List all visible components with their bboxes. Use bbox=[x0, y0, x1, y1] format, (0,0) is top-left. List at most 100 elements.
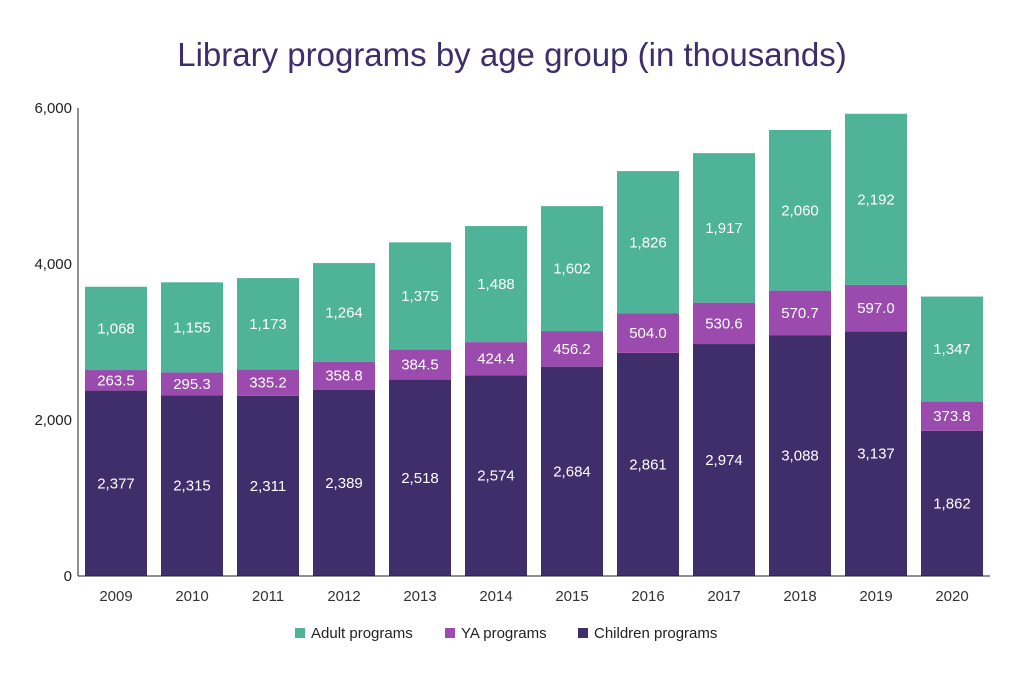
bar-segment bbox=[921, 401, 983, 431]
x-tick-label: 2011 bbox=[252, 588, 284, 605]
legend-label: YA programs bbox=[461, 625, 547, 642]
x-axis: 2009 2010 2011 2012 2013 2014 2015 2016 2017 2018… bbox=[78, 575, 990, 605]
bar-segment bbox=[845, 284, 907, 332]
legend-item: Adult programs bbox=[295, 625, 413, 642]
bar-segment bbox=[85, 370, 147, 391]
legend-item: Children programs bbox=[578, 625, 717, 642]
bar-segment bbox=[85, 286, 147, 371]
data-label: 2,060 bbox=[781, 202, 819, 219]
data-label: 1,173 bbox=[249, 316, 287, 333]
x-tick-label: 2020 bbox=[935, 588, 968, 605]
data-label: 263.5 bbox=[97, 372, 135, 389]
bar-segment bbox=[617, 171, 679, 314]
data-label: 1,347 bbox=[933, 341, 971, 358]
x-tick-label: 2010 bbox=[175, 588, 208, 605]
bar-segment bbox=[921, 296, 983, 402]
bar-segment bbox=[389, 349, 451, 380]
data-label: 2,574 bbox=[477, 468, 515, 485]
data-label: 1,068 bbox=[97, 320, 135, 337]
bar-segment bbox=[465, 226, 527, 343]
bar-segment bbox=[769, 290, 831, 336]
data-label: 3,088 bbox=[781, 448, 819, 465]
data-label: 2,315 bbox=[173, 478, 211, 495]
x-tick-label: 2019 bbox=[859, 588, 892, 605]
data-label: 570.7 bbox=[781, 305, 819, 322]
data-label: 2,974 bbox=[705, 452, 743, 469]
bar-segment bbox=[617, 313, 679, 353]
data-label: 456.2 bbox=[553, 341, 591, 358]
data-label: 2,684 bbox=[553, 463, 591, 480]
bar-segment bbox=[389, 242, 451, 350]
bar-segment bbox=[465, 375, 527, 576]
bar-segment bbox=[769, 129, 831, 291]
bar-segment bbox=[389, 379, 451, 576]
data-label: 1,375 bbox=[401, 288, 439, 305]
x-tick-label: 2016 bbox=[631, 588, 664, 605]
bars-group bbox=[85, 113, 983, 576]
bar-segment bbox=[769, 335, 831, 576]
bar-segment bbox=[465, 342, 527, 376]
x-tick-label: 2015 bbox=[555, 588, 588, 605]
y-tick-label: 2,000 bbox=[34, 412, 72, 429]
bar-segment bbox=[237, 395, 299, 576]
data-label: 1,917 bbox=[705, 220, 743, 237]
bar-segment bbox=[237, 278, 299, 370]
data-label: 3,137 bbox=[857, 446, 895, 463]
bar-segment bbox=[921, 430, 983, 576]
bar-segment bbox=[845, 113, 907, 285]
data-label: 424.4 bbox=[477, 351, 515, 368]
data-label: 597.0 bbox=[857, 300, 895, 317]
x-tick-label: 2013 bbox=[403, 588, 436, 605]
data-label: 2,377 bbox=[97, 475, 135, 492]
data-label: 2,861 bbox=[629, 456, 667, 473]
bar-segment bbox=[541, 366, 603, 576]
data-label: 358.8 bbox=[325, 368, 363, 385]
bar-segment bbox=[161, 372, 223, 396]
data-label: 1,264 bbox=[325, 304, 363, 321]
y-tick-label: 6,000 bbox=[34, 100, 72, 117]
data-label: 384.5 bbox=[401, 357, 439, 374]
bar-segment bbox=[161, 282, 223, 373]
bar-segment bbox=[313, 263, 375, 362]
bar-segment bbox=[845, 331, 907, 576]
legend: Adult programs YA programs Children progra… bbox=[295, 625, 717, 642]
x-tick-label: 2018 bbox=[783, 588, 816, 605]
y-axis: 0 2,000 4,000 6,000 bbox=[34, 100, 79, 585]
chart-title: Library programs by age group (in thousa… bbox=[177, 36, 847, 73]
data-label: 1,155 bbox=[173, 319, 211, 336]
bar-segment bbox=[617, 352, 679, 576]
data-label: 530.6 bbox=[705, 315, 743, 332]
y-tick-label: 0 bbox=[64, 568, 72, 585]
bar-segment bbox=[313, 389, 375, 576]
x-tick-label: 2012 bbox=[327, 588, 360, 605]
bar-segment bbox=[161, 395, 223, 576]
data-label: 1,602 bbox=[553, 261, 591, 278]
data-label: 504.0 bbox=[629, 325, 667, 342]
bar-segment bbox=[85, 390, 147, 576]
data-label: 335.2 bbox=[249, 375, 287, 392]
bar-segment bbox=[313, 361, 375, 390]
data-label: 2,389 bbox=[325, 475, 363, 492]
bar-segment bbox=[237, 369, 299, 396]
x-tick-label: 2009 bbox=[99, 588, 132, 605]
data-label: 373.8 bbox=[933, 408, 971, 425]
y-tick-label: 4,000 bbox=[34, 256, 72, 273]
data-label: 1,862 bbox=[933, 495, 971, 512]
data-label: 2,518 bbox=[401, 470, 439, 487]
data-labels-group: 2,377 263.5 1,068 2,315 295.3 1,155 2,311 335.2… bbox=[97, 191, 971, 512]
legend-item: YA programs bbox=[445, 625, 547, 642]
data-label: 2,192 bbox=[857, 191, 895, 208]
bar-segment bbox=[541, 206, 603, 332]
legend-label: Children programs bbox=[594, 625, 717, 642]
legend-swatch bbox=[445, 628, 455, 638]
data-label: 2,311 bbox=[250, 478, 286, 495]
legend-label: Adult programs bbox=[311, 625, 413, 642]
legend-swatch bbox=[295, 628, 305, 638]
bar-segment bbox=[693, 302, 755, 345]
data-label: 1,826 bbox=[629, 234, 667, 251]
bar-segment bbox=[693, 153, 755, 303]
x-tick-label: 2017 bbox=[707, 588, 740, 605]
bar-segment bbox=[541, 331, 603, 367]
legend-swatch bbox=[578, 628, 588, 638]
